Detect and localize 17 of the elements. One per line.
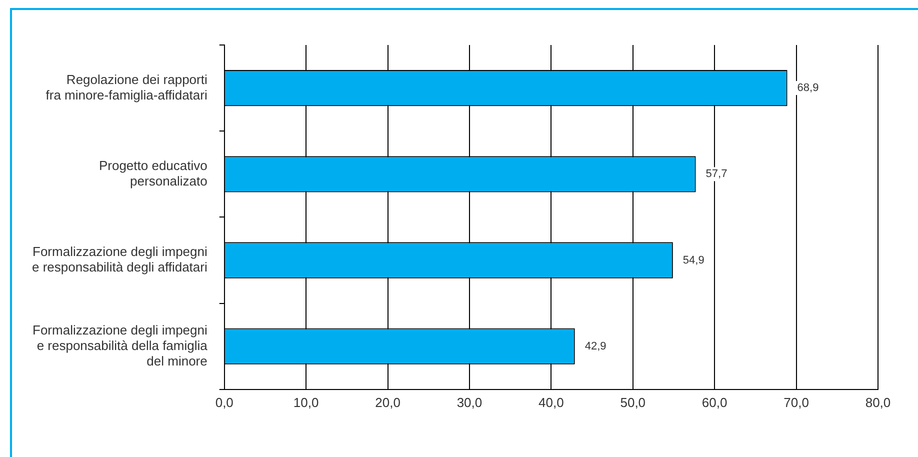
x-tick-label: 70,0 [784, 394, 809, 410]
x-tick-label: 30,0 [456, 394, 482, 410]
data-label: 54,9 [682, 254, 704, 266]
x-tick-label: 20,0 [375, 394, 400, 410]
x-tick-label: 0,0 [215, 394, 234, 410]
y-tick-label: Formalizzazione degli impegni e responsabilità degli affidatari [32, 244, 208, 275]
x-tick-label: 40,0 [538, 394, 564, 410]
x-tick-label: 10,0 [293, 394, 319, 410]
data-label: 57,7 [706, 168, 728, 180]
y-tick-label: Progetto educativo personalizato [98, 158, 208, 189]
y-tick-label: Formalizzazione degli impegni e responsabilità della famiglia del minore [32, 322, 208, 369]
x-tick-label: 60,0 [702, 394, 728, 410]
x-tick-label: 80,0 [865, 394, 891, 410]
data-label: 68,9 [797, 82, 819, 94]
data-label: 42,9 [584, 340, 606, 352]
y-tick-label: Regolazione dei rapporti fra minore-famiglia-affidatari [46, 72, 208, 102]
x-tick-label: 50,0 [620, 394, 646, 410]
